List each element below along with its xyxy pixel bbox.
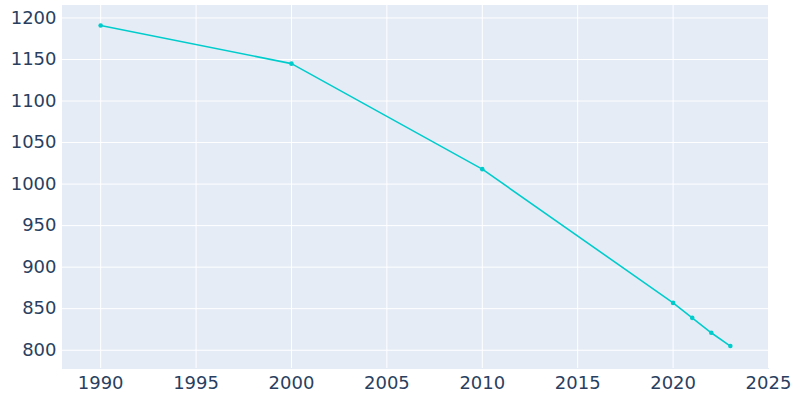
svg-text:2020: 2020 [650,372,696,393]
svg-text:1995: 1995 [173,372,219,393]
svg-text:1100: 1100 [11,90,57,111]
svg-text:800: 800 [22,339,56,360]
svg-text:850: 850 [22,297,56,318]
svg-text:900: 900 [22,256,56,277]
svg-text:1050: 1050 [11,131,57,152]
svg-text:1000: 1000 [11,173,57,194]
svg-text:2015: 2015 [555,372,601,393]
svg-text:2010: 2010 [459,372,505,393]
svg-text:2005: 2005 [364,372,410,393]
svg-text:1150: 1150 [11,48,57,69]
svg-text:1990: 1990 [78,372,124,393]
svg-text:1200: 1200 [11,7,57,28]
svg-text:2000: 2000 [269,372,315,393]
svg-text:2025: 2025 [746,372,792,393]
svg-text:950: 950 [22,214,56,235]
